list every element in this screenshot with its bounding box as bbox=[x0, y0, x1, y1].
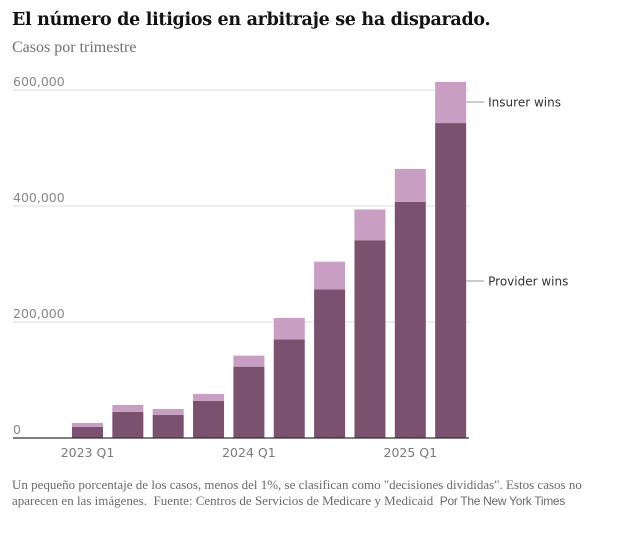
y-tick-label: 200,000 bbox=[13, 306, 65, 321]
x-tick-label: 2025 Q1 bbox=[384, 445, 438, 460]
bar-insurer-wins bbox=[273, 317, 305, 340]
bar-insurer-wins bbox=[193, 393, 225, 401]
y-axis-labels: 0 200,000 400,000 600,000 bbox=[13, 74, 65, 437]
bar-group bbox=[273, 317, 305, 438]
y-tick-label: 600,000 bbox=[13, 74, 65, 89]
bar-provider-wins bbox=[152, 414, 184, 438]
bar-insurer-wins bbox=[354, 209, 386, 241]
bar-group bbox=[435, 81, 467, 438]
bar-insurer-wins bbox=[394, 168, 426, 202]
footnote: Un pequeño porcentaje de los casos, meno… bbox=[12, 477, 612, 509]
bar-group bbox=[354, 209, 386, 438]
y-tick-label: 0 bbox=[13, 422, 21, 437]
bar-group bbox=[72, 422, 103, 438]
x-tick-label: 2023 Q1 bbox=[61, 445, 115, 460]
footnote-text: Un pequeño porcentaje de los casos, meno… bbox=[12, 477, 582, 508]
bar-insurer-wins bbox=[314, 261, 346, 290]
bar-insurer-wins bbox=[72, 422, 103, 427]
bar-insurer-wins bbox=[435, 81, 467, 124]
series-label: Provider wins bbox=[488, 275, 568, 289]
bar-provider-wins bbox=[233, 366, 265, 438]
bar-group bbox=[314, 261, 346, 438]
bar-insurer-wins bbox=[233, 355, 265, 367]
bar-provider-wins bbox=[354, 240, 386, 438]
bars bbox=[72, 81, 467, 438]
bar-provider-wins bbox=[273, 339, 305, 438]
bar-group bbox=[394, 168, 426, 438]
y-tick-label: 400,000 bbox=[13, 190, 65, 205]
byline: Por The New York Times bbox=[439, 494, 566, 508]
bar-group bbox=[233, 355, 265, 438]
gridlines bbox=[13, 89, 469, 323]
series-label: Insurer wins bbox=[488, 96, 561, 110]
bar-provider-wins bbox=[394, 201, 426, 438]
direct-labels: Insurer wins Provider wins bbox=[466, 96, 568, 289]
x-axis-labels: 2023 Q1 2024 Q1 2025 Q1 bbox=[61, 445, 437, 460]
source-text: Fuente: Centros de Servicios de Medicare… bbox=[153, 493, 434, 508]
bar-insurer-wins bbox=[112, 404, 144, 412]
chart-title: El número de litigios en arbitraje se ha… bbox=[12, 10, 491, 30]
bar-provider-wins bbox=[193, 400, 225, 438]
bar-group bbox=[112, 404, 144, 438]
bar-insurer-wins bbox=[152, 409, 184, 415]
bar-provider-wins bbox=[435, 123, 467, 438]
bar-provider-wins bbox=[314, 289, 346, 438]
bar-group bbox=[152, 409, 184, 438]
bar-group bbox=[193, 393, 225, 438]
bar-provider-wins bbox=[72, 426, 103, 438]
x-tick-label: 2024 Q1 bbox=[222, 445, 276, 460]
chart-subtitle: Casos por trimestre bbox=[12, 39, 137, 56]
bar-provider-wins bbox=[112, 411, 144, 438]
